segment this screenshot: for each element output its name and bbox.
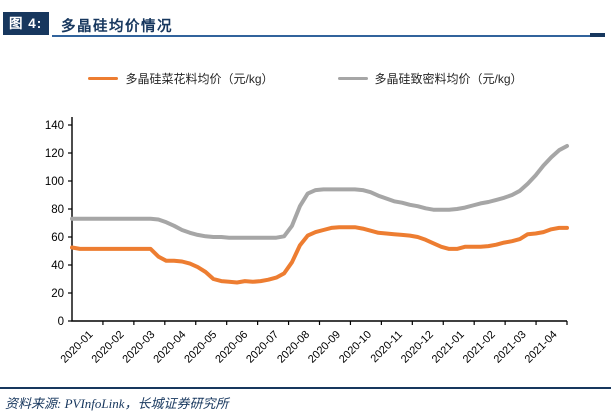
- x-axis-tick-label: 2021-04: [523, 329, 560, 366]
- x-axis-tick-label: 2020-10: [337, 329, 374, 366]
- x-axis-tick-label: 2020-07: [244, 329, 281, 366]
- x-axis-tick-label: 2020-05: [182, 329, 219, 366]
- legend-item-dense: 多晶硅致密料均价（元/kg）: [337, 70, 523, 87]
- source-note: 资料来源: PVInfoLink，长城证券研究所: [5, 396, 229, 411]
- x-axis-tick-label: 2020-08: [275, 329, 312, 366]
- axis-lines: [71, 117, 567, 322]
- figure-title: 多晶硅均价情况: [61, 19, 173, 35]
- x-axis-tick-label: 2020-04: [151, 329, 188, 366]
- y-axis-tick-label: 0: [58, 316, 64, 328]
- figure-header: 图 4: 多晶硅均价情况: [3, 12, 607, 38]
- legend-label: 多晶硅菜花料均价（元/kg）: [125, 72, 274, 86]
- x-axis-tick-label: 2020-03: [120, 329, 157, 366]
- legend-label: 多晶硅致密料均价（元/kg）: [374, 72, 523, 86]
- x-axis-tick-label: 2021-02: [461, 329, 498, 366]
- y-axis-tick-label: 80: [51, 204, 64, 216]
- y-axis-tick-label: 20: [51, 288, 64, 300]
- header-rule-end-cap: [590, 33, 605, 37]
- y-axis-tick-label: 40: [51, 260, 64, 272]
- y-axis-tick-label: 100: [45, 176, 64, 188]
- chart-legend: 多晶硅菜花料均价（元/kg） 多晶硅致密料均价（元/kg）: [0, 70, 611, 87]
- x-axis-tick-label: 2021-01: [430, 329, 467, 366]
- y-axis-tick-label: 60: [51, 232, 64, 244]
- series-line-cauliflower: [70, 225, 569, 285]
- header-rule: [52, 35, 605, 37]
- y-axis-tick-label: 140: [45, 120, 64, 132]
- x-axis-tick-label: 2020-12: [399, 329, 436, 366]
- x-axis-tick-label: 2020-01: [59, 329, 96, 366]
- x-axis-tick-label: 2020-11: [369, 329, 405, 365]
- legend-line-swatch: [88, 76, 119, 81]
- x-axis-tick-label: 2020-09: [306, 329, 343, 366]
- figure-number-badge: 图 4:: [3, 12, 50, 35]
- legend-line-swatch: [337, 76, 368, 81]
- x-axis-tick-label: 2020-06: [213, 329, 250, 366]
- footer-rule: [0, 387, 611, 389]
- x-axis-tick-label: 2020-02: [89, 329, 126, 366]
- x-axis-tick-label: 2021-03: [492, 329, 529, 366]
- price-line-chart: 0204060801001201402020-012020-022020-032…: [45, 117, 569, 366]
- legend-item-cauliflower: 多晶硅菜花料均价（元/kg）: [88, 70, 274, 87]
- series-line-dense: [70, 144, 569, 240]
- y-axis-tick-label: 120: [45, 148, 64, 160]
